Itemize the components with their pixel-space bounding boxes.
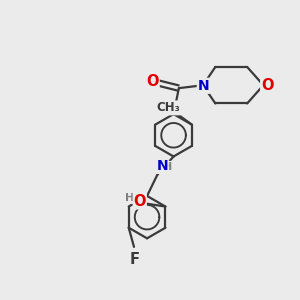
Text: N: N bbox=[198, 79, 209, 93]
Text: N: N bbox=[156, 159, 168, 173]
Text: CH₃: CH₃ bbox=[157, 101, 180, 114]
Text: H: H bbox=[124, 193, 134, 203]
Text: H: H bbox=[163, 162, 172, 172]
Text: O: O bbox=[146, 74, 159, 89]
Text: O: O bbox=[134, 194, 146, 209]
Text: O: O bbox=[261, 78, 274, 93]
Text: F: F bbox=[130, 252, 140, 267]
